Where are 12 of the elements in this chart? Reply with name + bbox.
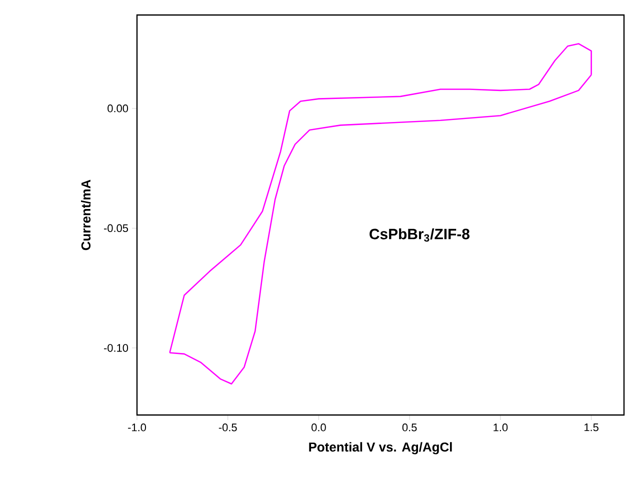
- x-tick-label: 0.5: [402, 424, 417, 432]
- y-tick-label: 0.00: [108, 104, 128, 112]
- x-tick-label: -1.0: [128, 424, 146, 432]
- y-axis-title: Current/mA: [81, 180, 91, 250]
- y-tick-label: -0.05: [104, 224, 128, 232]
- y-tick-label: -0.10: [104, 344, 128, 352]
- x-tick-label: -0.5: [218, 424, 237, 432]
- annotation: CsPbBr$_{3}$/ZIF-8: [370, 228, 470, 242]
- x-tick-label: 1.5: [584, 424, 598, 432]
- x-tick-label: 0.0: [312, 424, 326, 432]
- x-tick-label: 1.0: [494, 424, 508, 432]
- x-axis-title: Potential V vs. Ag/AgCl: [309, 442, 452, 454]
